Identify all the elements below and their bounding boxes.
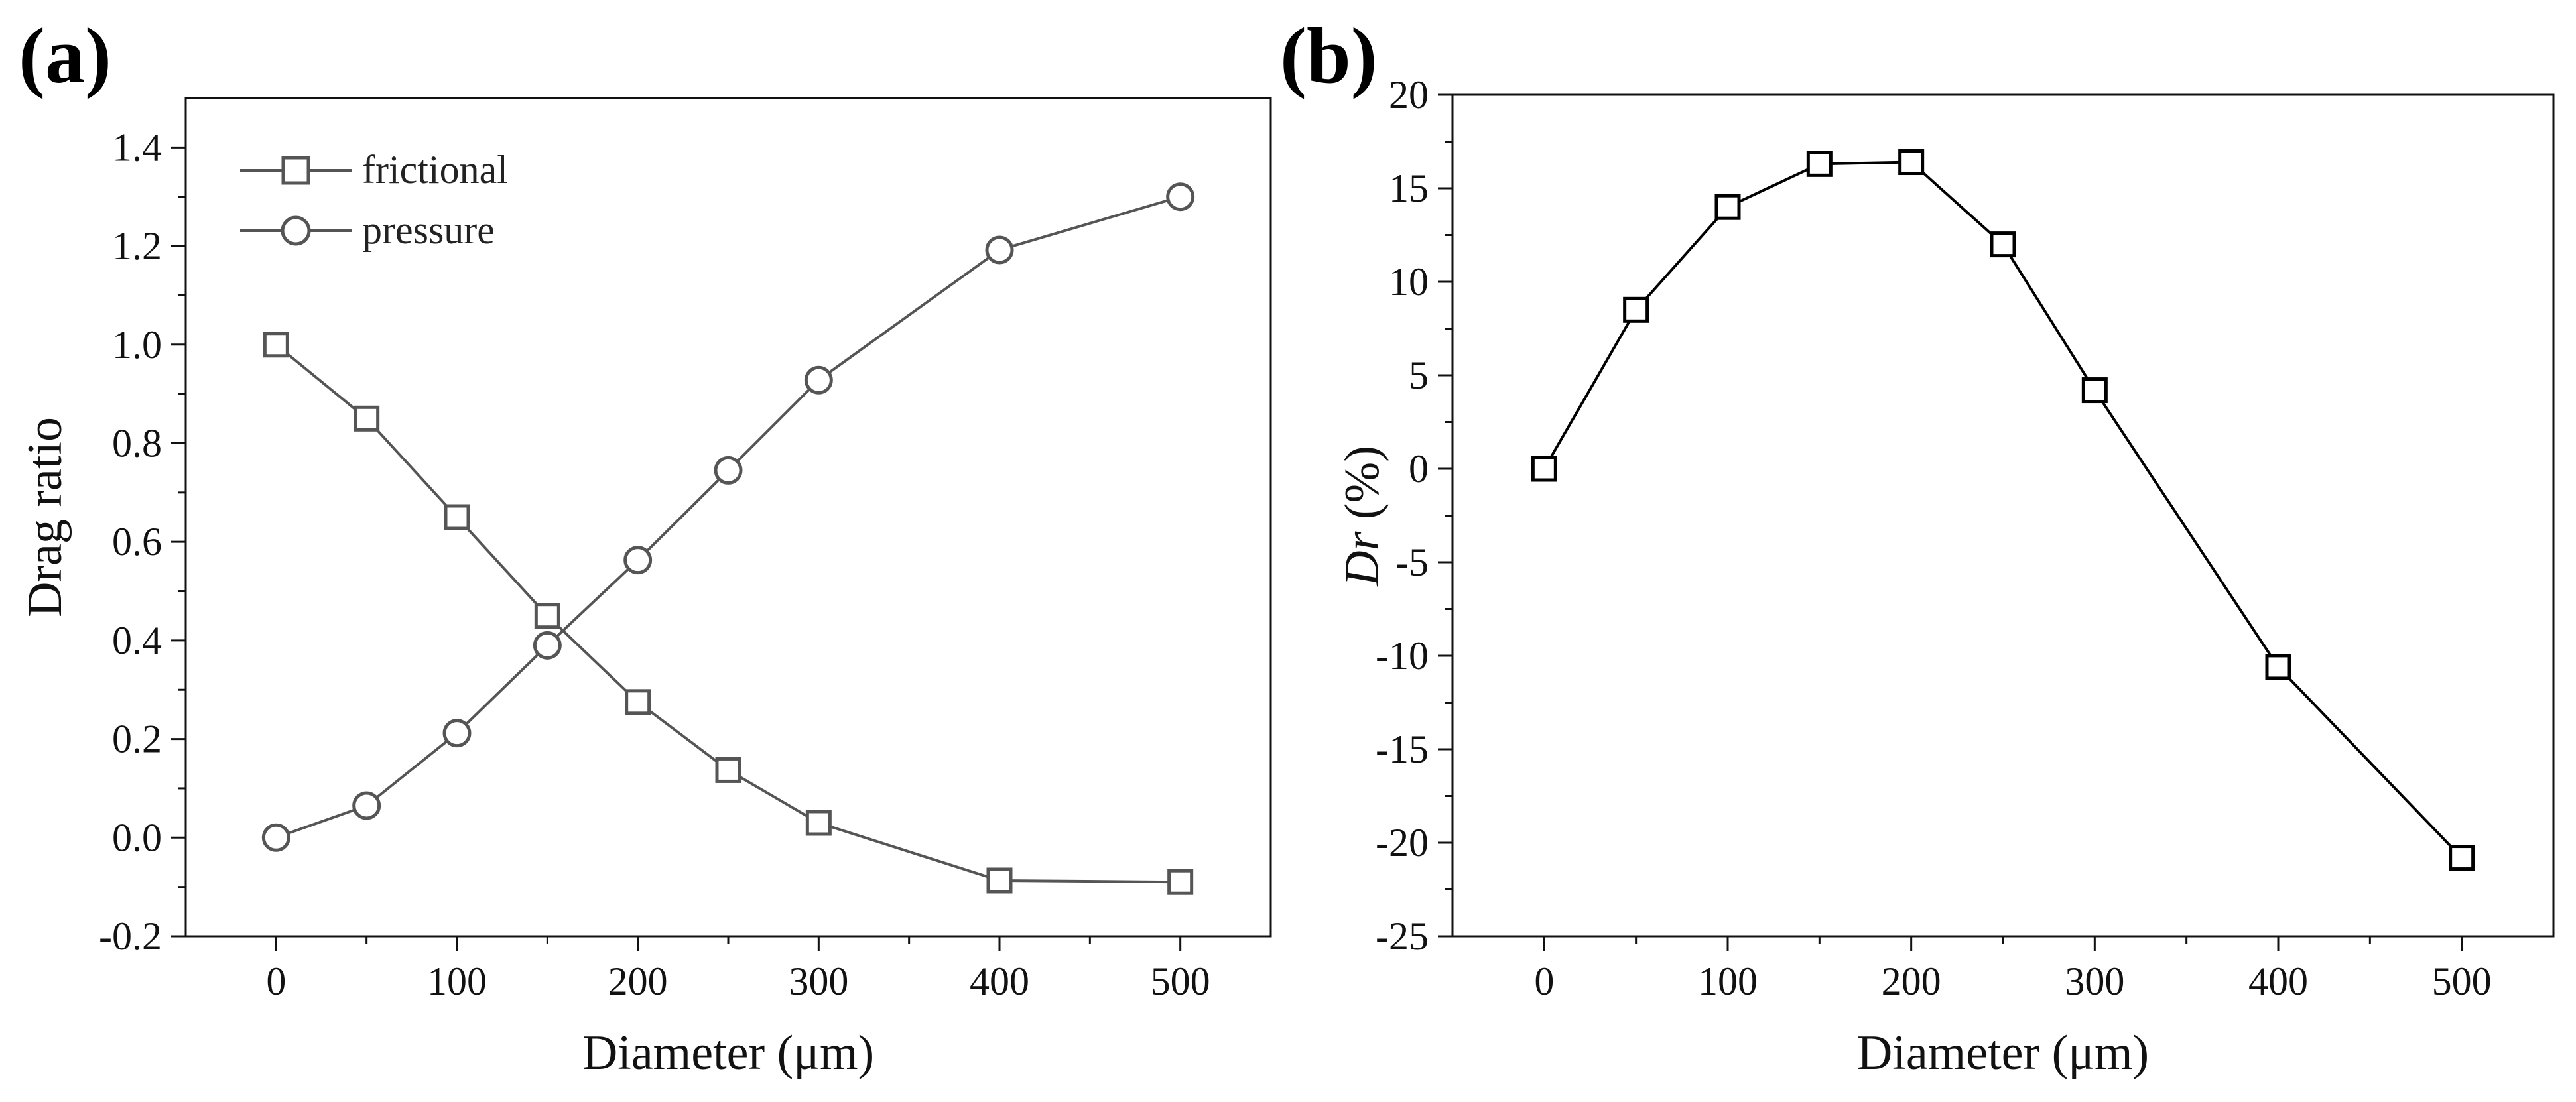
panel-b-series-dr-point-3 bbox=[1806, 151, 1833, 177]
panel-b-series-dr-point-4 bbox=[1898, 149, 1925, 176]
panel-b-y-tick-label-8: 15 bbox=[1389, 166, 1429, 210]
panel-b-x-tick-label-0: 0 bbox=[1534, 959, 1554, 1003]
panel-a-series-pressure-point-2 bbox=[442, 719, 472, 748]
panel-a-series-frictional-point-8 bbox=[1167, 869, 1194, 895]
panel-b-x-tick-label-3: 300 bbox=[2065, 959, 2124, 1003]
panel-a-x-tick-label-2: 200 bbox=[608, 959, 668, 1003]
panel-a-series-group bbox=[261, 182, 1195, 895]
panel-b-y-axis: -25 -20 -15 -10 -5 0 5 10 15 20 bbox=[1376, 73, 1452, 958]
panel-a-legend: frictional pressure bbox=[240, 148, 508, 252]
panel-b-label: (b) bbox=[1280, 11, 1378, 99]
legend-frictional-label: frictional bbox=[362, 148, 508, 192]
panel-a-series-frictional-point-5 bbox=[715, 757, 741, 783]
panel-b-y-tick-label-9: 20 bbox=[1389, 73, 1429, 117]
panel-a-series-frictional-point-3 bbox=[534, 603, 560, 629]
panel-a-x-tick-label-3: 300 bbox=[789, 959, 848, 1003]
panel-b-series-dr-point-5 bbox=[1990, 231, 2016, 258]
panel-a-label: (a) bbox=[19, 11, 111, 99]
panel-a-series-pressure-point-4 bbox=[623, 546, 653, 575]
panel-a-y-axis: -0.2 0.0 0.2 0.4 0.6 0.8 1.0 1.2 1.4 bbox=[99, 125, 186, 958]
panel-a-series-pressure-point-6 bbox=[804, 365, 833, 395]
panel-a-series-frictional-point-2 bbox=[444, 504, 470, 530]
panel-a-x-tick-label-0: 0 bbox=[266, 959, 286, 1003]
panel-a-y-tick-label-8: 1.4 bbox=[112, 125, 162, 169]
panel-b-x-axis: 0 100 200 300 400 500 bbox=[1534, 936, 2492, 1003]
panel-b-x-tick-label-2: 200 bbox=[1882, 959, 1941, 1003]
panel-a-x-tick-label-5: 500 bbox=[1151, 959, 1210, 1003]
panel-a-series-pressure-point-1 bbox=[352, 791, 381, 820]
panel-b-series-dr-point-7 bbox=[2265, 654, 2291, 680]
panel-a-series-frictional-point-7 bbox=[986, 867, 1013, 894]
panel-a-drag-ratio-chart: (a) 0 100 200 300 400 500 -0.2 0.0 0.2 0.4 0.6 0.8… bbox=[18, 11, 1272, 1080]
legend-frictional-square-marker bbox=[281, 156, 310, 185]
panel-b-x-tick-label-5: 500 bbox=[2432, 959, 2492, 1003]
panel-a-y-tick-label-7: 1.2 bbox=[112, 224, 162, 268]
panel-b-series-dr-point-2 bbox=[1714, 194, 1741, 220]
panel-b-x-tick-label-4: 400 bbox=[2248, 959, 2308, 1003]
panel-b-y-tick-label-5: 0 bbox=[1409, 447, 1429, 491]
panel-b-x-axis-title: Diameter (μm) bbox=[1857, 1026, 2149, 1080]
panel-b-y-tick-label-7: 10 bbox=[1389, 260, 1429, 304]
panel-b-series-dr-point-1 bbox=[1623, 296, 1649, 323]
panel-a-series-frictional-point-6 bbox=[805, 810, 832, 836]
panel-b-x-tick-label-1: 100 bbox=[1698, 959, 1758, 1003]
panel-b-series-dr-point-6 bbox=[2081, 377, 2108, 404]
legend-pressure-circle-marker bbox=[281, 215, 311, 246]
legend-pressure-label: pressure bbox=[362, 208, 495, 252]
panel-b-y-tick-label-3: -10 bbox=[1376, 634, 1429, 678]
panel-a-series-pressure-point-8 bbox=[1166, 182, 1195, 212]
panel-a-y-tick-label-5: 0.8 bbox=[112, 421, 162, 465]
panel-b-y-tick-label-0: -25 bbox=[1376, 914, 1429, 958]
panel-b-y-tick-label-2: -15 bbox=[1376, 727, 1429, 771]
panel-b-series-dr-point-8 bbox=[2449, 845, 2475, 871]
panel-b-dr-chart: (b) 0 100 200 300 400 500 -25 -20 -15 -10 -5 0 5 10 1… bbox=[1280, 11, 2555, 1080]
panel-a-y-tick-label-1: 0.0 bbox=[112, 816, 162, 859]
panel-a-y-tick-label-4: 0.6 bbox=[112, 520, 162, 564]
panel-a-x-tick-label-4: 400 bbox=[970, 959, 1029, 1003]
panel-b-y-tick-label-4: -5 bbox=[1395, 540, 1429, 584]
panel-a-series-pressure-point-5 bbox=[714, 456, 743, 485]
panel-a-x-axis-title: Diameter (μm) bbox=[582, 1026, 874, 1080]
panel-b-y-tick-label-6: 5 bbox=[1409, 353, 1429, 397]
panel-b-series-group bbox=[1531, 149, 2475, 871]
panel-b-y-axis-title: Dr (%) bbox=[1335, 446, 1389, 587]
panel-a-y-tick-label-3: 0.4 bbox=[112, 619, 162, 662]
panel-a-series-pressure-point-0 bbox=[261, 823, 290, 852]
panel-b-y-axis-title-italic: Dr bbox=[1335, 530, 1389, 586]
panel-a-series-pressure-point-3 bbox=[533, 631, 562, 660]
panel-a-y-tick-label-0: -0.2 bbox=[99, 914, 162, 958]
panel-b-y-tick-label-1: -20 bbox=[1376, 821, 1429, 865]
panel-a-series-frictional-point-1 bbox=[354, 405, 380, 432]
panel-a-y-tick-label-6: 1.0 bbox=[112, 323, 162, 367]
panel-a-y-axis-title: Drag ratio bbox=[18, 417, 72, 617]
panel-b-series-dr-point-0 bbox=[1531, 456, 1557, 482]
panel-a-series-pressure-point-7 bbox=[985, 235, 1014, 265]
panel-b-y-axis-title-unit: (%) bbox=[1335, 446, 1389, 531]
panel-a-y-tick-label-2: 0.2 bbox=[112, 717, 162, 761]
panel-a-x-tick-label-1: 100 bbox=[427, 959, 487, 1003]
panel-a-series-frictional-point-4 bbox=[625, 689, 651, 715]
panel-a-x-axis: 0 100 200 300 400 500 bbox=[266, 936, 1210, 1003]
panel-a-series-frictional-point-0 bbox=[263, 332, 289, 358]
